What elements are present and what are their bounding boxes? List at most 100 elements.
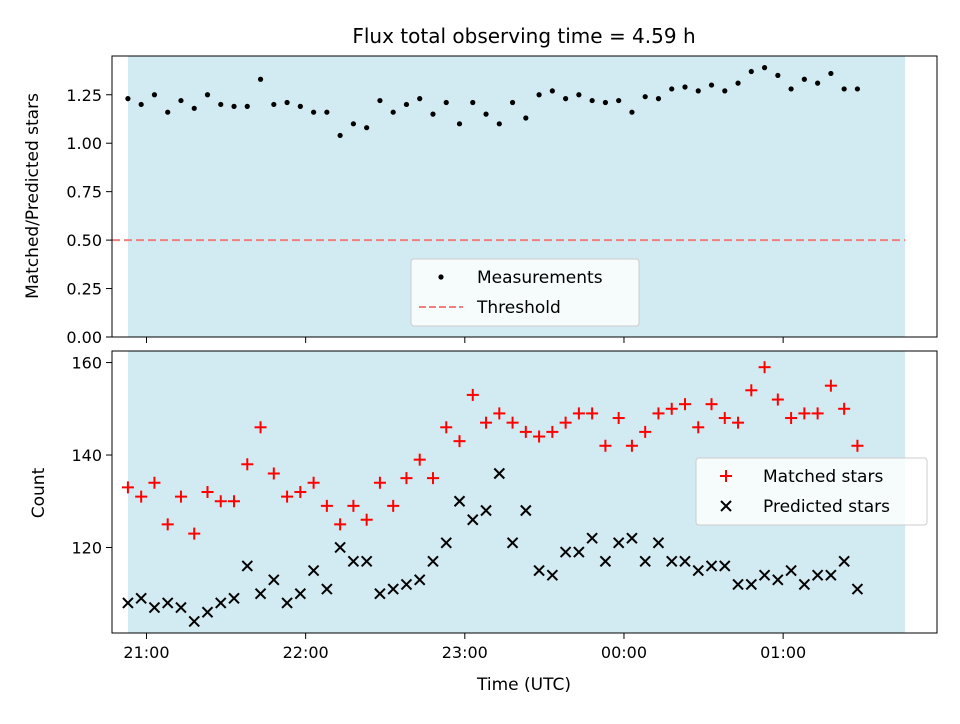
predicted-star-marker: [639, 555, 651, 568]
matched-star-marker: [586, 407, 599, 420]
predicted-star-marker: [135, 592, 147, 605]
bottom-y-tick-label: 160: [71, 354, 102, 373]
predicted-star-marker: [838, 555, 850, 568]
matched-star-marker: [440, 421, 453, 434]
predicted-star-marker: [559, 546, 572, 558]
bottom-axes-frame: [111, 350, 938, 634]
measurement-point: [682, 84, 688, 90]
measurement-point: [443, 99, 449, 106]
measurement-point: [244, 103, 250, 109]
measurement-point: [576, 92, 582, 98]
predicted-star-marker: [334, 541, 346, 554]
matched-star-marker: [665, 402, 678, 415]
predicted-star-marker: [533, 564, 545, 577]
measurement-point: [324, 109, 330, 115]
matched-star-marker: [625, 439, 638, 452]
matched-star-marker: [387, 499, 400, 512]
predicted-star-marker: [387, 583, 399, 595]
bottom-x-tick-label: 23:00: [442, 643, 488, 662]
top-plot-area: [112, 65, 906, 242]
bottom-x-tick-label: 22:00: [283, 643, 329, 662]
measurement-point: [218, 101, 224, 108]
matched-star-marker: [320, 499, 333, 512]
matched-star-marker: [174, 490, 187, 503]
predicted-star-marker: [254, 587, 267, 600]
predicted-star-marker: [241, 560, 253, 572]
measurement-point: [284, 99, 290, 106]
matched-star-marker: [360, 513, 373, 526]
predicted-star-marker: [347, 555, 360, 568]
measurement-point: [523, 115, 529, 121]
predicted-star-marker: [745, 578, 758, 591]
matched-star-marker: [466, 388, 479, 401]
measurement-point: [350, 121, 356, 127]
measurement-point: [708, 82, 715, 88]
predicted-star-marker: [188, 615, 200, 628]
matched-star-marker: [426, 472, 439, 485]
predicted-star-marker: [798, 578, 811, 591]
bottom-x-axis: 21:00 22:00 23:00 00:00 01:00: [123, 633, 806, 662]
matched-star-marker: [851, 439, 864, 452]
matched-star-marker: [639, 425, 652, 438]
matched-star-marker: [546, 425, 559, 438]
predicted-star-marker: [122, 597, 134, 609]
matched-star-marker: [745, 384, 758, 397]
measurement-point: [337, 132, 343, 139]
predicted-star-marker: [666, 555, 678, 568]
bottom-y-label: Count: [29, 467, 49, 518]
matched-star-marker: [533, 430, 546, 443]
predicted-star-marker: [467, 514, 479, 526]
top-axes-frame: [111, 55, 938, 338]
measurement-point: [761, 65, 768, 71]
legend-predicted-marker: [720, 500, 732, 512]
top-y-tick-label: 1.25: [66, 86, 102, 105]
matched-star-marker: [771, 393, 784, 406]
matched-star-marker: [254, 421, 267, 434]
matched-star-marker: [188, 527, 201, 540]
measurement-point: [165, 109, 171, 115]
matched-star-marker: [453, 435, 466, 448]
measurement-point: [470, 99, 476, 106]
chart-title: Flux total observing time = 4.59 h: [352, 24, 695, 48]
measurement-point: [788, 86, 794, 92]
top-panel: 0.00 0.25 0.50 0.75 1.00 1.25 Matched/Predict…: [23, 55, 938, 347]
measurement-point: [616, 97, 622, 104]
matched-star-marker: [400, 472, 413, 485]
matched-star-marker: [241, 458, 254, 471]
predicted-star-marker: [772, 574, 784, 586]
predicted-star-marker: [162, 597, 174, 609]
predicted-star-marker: [851, 583, 864, 595]
predicted-star-marker: [268, 574, 280, 586]
matched-star-marker: [334, 518, 347, 531]
predicted-star-marker: [599, 555, 612, 568]
predicted-star-marker: [374, 587, 386, 600]
matched-star-marker: [281, 490, 294, 503]
predicted-star-marker: [360, 555, 373, 568]
measurement-point: [456, 121, 463, 127]
predicted-star-marker: [679, 555, 691, 568]
predicted-star-marker: [215, 597, 227, 609]
matched-star-marker: [121, 481, 134, 494]
matched-star-marker: [678, 398, 691, 411]
measurement-point: [257, 76, 264, 82]
bottom-y-tick-label: 140: [71, 446, 102, 465]
measurement-point: [602, 99, 609, 106]
predicted-star-marker: [612, 537, 625, 549]
measurement-point: [854, 86, 861, 92]
bottom-x-tick-label: 00:00: [601, 643, 647, 662]
top-y-axis: 0.00 0.25 0.50 0.75 1.00 1.25: [66, 86, 112, 347]
matched-star-marker: [161, 518, 174, 531]
matched-star-marker: [652, 407, 665, 420]
matched-star-marker: [718, 412, 731, 425]
top-y-label: Matched/Predicted stars: [23, 93, 43, 299]
matched-star-marker: [413, 453, 426, 466]
predicted-star-marker: [825, 569, 837, 581]
predicted-star-marker: [785, 564, 797, 577]
predicted-star-marker: [626, 532, 638, 544]
matched-star-marker: [824, 379, 837, 392]
predicted-star-marker: [148, 601, 161, 614]
bottom-x-tick-label: 01:00: [760, 643, 806, 662]
legend-matched-label: Matched stars: [763, 467, 883, 487]
measurement-point: [496, 121, 502, 127]
matched-star-marker: [692, 421, 705, 434]
